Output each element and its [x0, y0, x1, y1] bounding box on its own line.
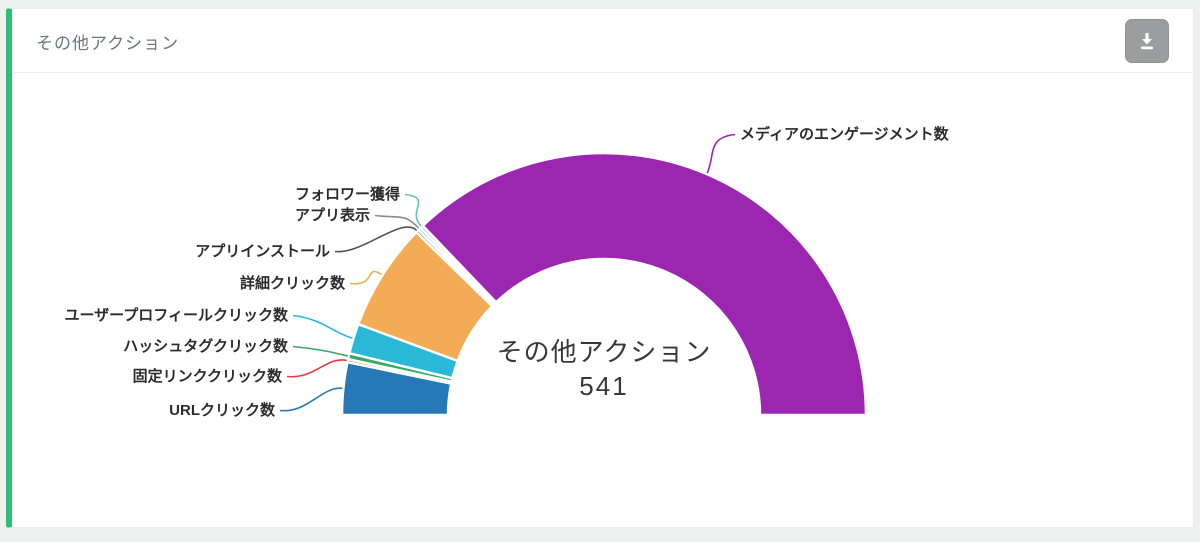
segment-label: メディアのエンゲージメント数 [740, 126, 949, 143]
segment-label: フォロワー獲得 [294, 186, 400, 203]
download-icon [1141, 33, 1153, 50]
leader-line [374, 214, 420, 229]
download-button[interactable] [1125, 19, 1169, 63]
segment-label: 詳細クリック数 [239, 275, 345, 292]
segment-label: アプリ表示 [294, 207, 370, 224]
leader-line [292, 314, 353, 340]
leader-line [706, 133, 736, 174]
card-title: その他アクション [36, 34, 180, 53]
leader-line [286, 359, 347, 378]
card-header: その他アクション [12, 9, 1193, 73]
segment-label: ユーザープロフィールクリック数 [64, 307, 288, 324]
segment-label: ハッシュタグクリック数 [123, 338, 288, 355]
leader-line [279, 387, 343, 412]
leader-line [292, 345, 348, 357]
chart-center-label: その他アクション [496, 337, 712, 367]
segment-label: アプリインストール [195, 243, 330, 260]
segment-label: URLクリック数 [169, 402, 275, 419]
leader-line [349, 270, 383, 285]
leader-line [334, 226, 418, 253]
chart-segment-8[interactable] [421, 151, 868, 417]
segment-label: 固定リンククリック数 [132, 368, 282, 385]
chart-area: その他アクション 541 URLクリック数 固定リンククリック数 ハッシュタグクリッ… [12, 73, 1194, 527]
half-donut-chart [279, 133, 868, 417]
chart-center-value: 541 [579, 371, 629, 401]
chart-card: その他アクション その他アクション 541 URLクリック数 固定リンククリック数… [6, 8, 1194, 528]
chart-center-text: その他アクション 541 [404, 335, 804, 403]
leader-line [404, 193, 422, 227]
